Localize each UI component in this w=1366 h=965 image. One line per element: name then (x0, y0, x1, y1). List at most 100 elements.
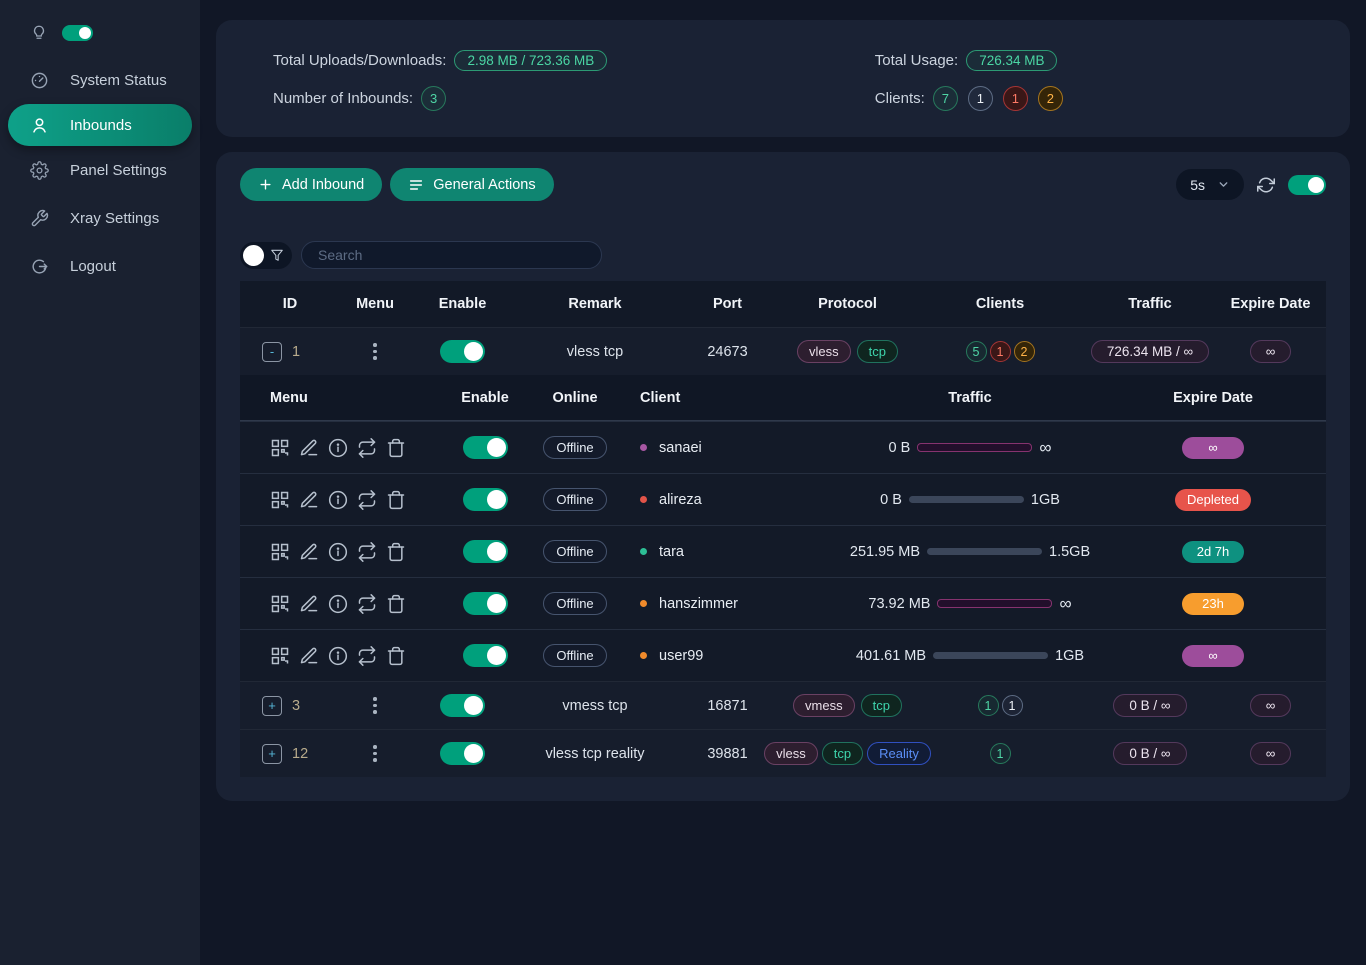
client-name: tara (659, 543, 684, 560)
traffic-used: 73.92 MB (868, 595, 931, 612)
reset-traffic-icon[interactable] (357, 645, 377, 666)
delete-icon[interactable] (386, 646, 406, 666)
menu-lines-icon (408, 177, 424, 193)
client-name: alireza (659, 491, 702, 508)
row-menu-button[interactable] (369, 693, 381, 718)
client-expire-badge: ∞ (1182, 644, 1244, 667)
delete-icon[interactable] (386, 438, 406, 458)
column-header: Protocol (818, 296, 877, 312)
client-table-header: Menu Enable Online Client Traffic Expire… (240, 375, 1326, 421)
client-row: Offline tara 251.95 MB 1.5GB 2d 7h (240, 525, 1326, 577)
qr-code-icon[interactable] (270, 490, 290, 510)
qr-code-icon[interactable] (270, 542, 290, 562)
collapse-row-button[interactable]: - (262, 341, 282, 362)
sidebar-item-logout[interactable]: Logout (0, 242, 200, 290)
inbounds-card: Add Inbound General Actions 5s (216, 152, 1350, 801)
client-expire-badge: 2d 7h (1182, 540, 1244, 563)
sidebar-item-inbounds[interactable]: Inbounds (8, 104, 192, 146)
edit-icon[interactable] (299, 594, 319, 614)
protocol-tag: tcp (860, 694, 902, 717)
qr-code-icon[interactable] (270, 438, 290, 458)
search-input[interactable] (301, 241, 602, 269)
expire-pill: ∞ (1249, 694, 1292, 717)
client-count-badge: 2 (1013, 341, 1035, 362)
sidebar-item-xray-settings[interactable]: Xray Settings (0, 194, 200, 242)
clients-count-badge: 1 (967, 86, 993, 111)
inbound-enable-toggle[interactable] (440, 694, 485, 717)
plus-icon (258, 177, 273, 192)
client-enable-toggle[interactable] (462, 644, 508, 667)
client-enable-toggle[interactable] (462, 592, 508, 615)
inbound-remark: vmess tcp (562, 697, 628, 714)
column-header: Port (713, 296, 742, 312)
refresh-interval-dropdown[interactable]: 5s (1176, 169, 1244, 200)
stats-card: Total Uploads/Downloads: 2.98 MB / 723.3… (216, 20, 1350, 137)
protocol-tag: tcp (821, 742, 864, 765)
stat-label: Clients: (874, 90, 925, 107)
edit-icon[interactable] (299, 438, 319, 458)
stat-total-uploads-downloads: Total Uploads/Downloads: 2.98 MB / 723.3… (273, 50, 875, 71)
client-color-dot (640, 600, 647, 607)
column-header: Enable (461, 389, 509, 406)
qr-code-icon[interactable] (270, 646, 290, 666)
info-icon[interactable] (328, 542, 348, 562)
client-color-dot (640, 548, 647, 555)
info-icon[interactable] (328, 646, 348, 666)
theme-toggle[interactable] (62, 25, 93, 41)
edit-icon[interactable] (299, 490, 319, 510)
edit-icon[interactable] (299, 542, 319, 562)
client-row: Offline user99 401.61 MB 1GB ∞ (240, 629, 1326, 681)
edit-icon[interactable] (299, 646, 319, 666)
expand-row-button[interactable]: + (262, 743, 282, 764)
protocol-tag: tcp (856, 340, 898, 363)
refresh-icon[interactable] (1257, 176, 1275, 194)
inbound-enable-toggle[interactable] (440, 742, 485, 765)
traffic-pill: 0 B / ∞ (1113, 742, 1187, 765)
reset-traffic-icon[interactable] (357, 489, 377, 510)
client-enable-toggle[interactable] (462, 436, 508, 459)
general-actions-button[interactable]: General Actions (390, 168, 554, 201)
client-row: Offline alireza 0 B 1GB Depleted (240, 473, 1326, 525)
sidebar: System Status Inbounds Panel Settings Xr… (0, 0, 200, 965)
client-subtable: Menu Enable Online Client Traffic Expire… (240, 375, 1326, 681)
clients-count-badge: 1 (1002, 86, 1028, 111)
traffic-used: 251.95 MB (849, 543, 921, 560)
qr-code-icon[interactable] (270, 594, 290, 614)
row-menu-button[interactable] (369, 339, 381, 364)
reset-traffic-icon[interactable] (357, 541, 377, 562)
traffic-used: 401.61 MB (855, 647, 927, 664)
clients-count-badge: 7 (932, 86, 958, 111)
sidebar-item-system-status[interactable]: System Status (0, 56, 200, 104)
column-header: Menu (356, 296, 394, 312)
online-status-badge: Offline (543, 488, 607, 511)
protocol-tag: vless (797, 340, 851, 363)
traffic-pill: 726.34 MB / ∞ (1090, 340, 1210, 363)
row-menu-button[interactable] (369, 741, 381, 766)
client-name: user99 (659, 647, 704, 664)
expand-row-button[interactable]: + (262, 695, 282, 716)
add-inbound-button[interactable]: Add Inbound (240, 168, 383, 201)
traffic-used: 0 B (888, 439, 911, 456)
delete-icon[interactable] (386, 542, 406, 562)
client-row: Offline hanszimmer 73.92 MB ∞ 23h (240, 577, 1326, 629)
delete-icon[interactable] (386, 594, 406, 614)
clients-count-badge: 2 (1037, 86, 1063, 111)
chevron-down-icon (1217, 178, 1230, 191)
stat-value-badge: 3 (421, 86, 447, 111)
sidebar-item-panel-settings[interactable]: Panel Settings (0, 146, 200, 194)
column-header: Expire Date (1230, 296, 1311, 312)
info-icon[interactable] (328, 594, 348, 614)
info-icon[interactable] (328, 490, 348, 510)
filter-toggle[interactable] (240, 241, 292, 269)
reset-traffic-icon[interactable] (357, 593, 377, 614)
info-icon[interactable] (328, 438, 348, 458)
client-enable-toggle[interactable] (462, 488, 508, 511)
delete-icon[interactable] (386, 490, 406, 510)
auto-refresh-toggle[interactable] (1288, 174, 1326, 195)
inbound-enable-toggle[interactable] (440, 340, 485, 363)
column-header: Expire Date (1173, 389, 1253, 406)
reset-traffic-icon[interactable] (357, 437, 377, 458)
client-enable-toggle[interactable] (462, 540, 508, 563)
online-status-badge: Offline (543, 592, 607, 615)
inbound-id: 3 (292, 697, 301, 714)
